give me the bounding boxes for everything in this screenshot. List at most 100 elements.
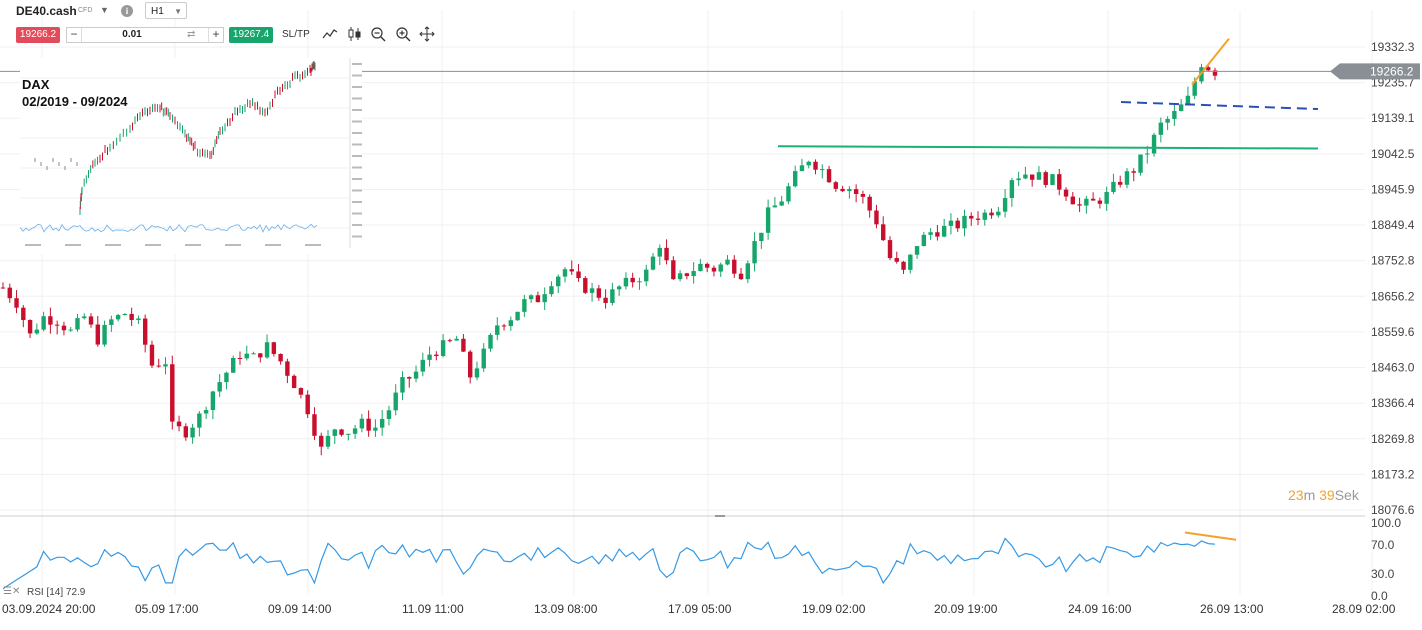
price-axis-label: 19042.5	[1371, 147, 1415, 161]
candle-body	[881, 224, 886, 241]
line-chart-tool-icon[interactable]	[322, 26, 338, 42]
candle-body	[41, 316, 46, 330]
inset-time-tick	[145, 244, 161, 246]
candle-body	[711, 267, 717, 272]
candle-body	[528, 295, 534, 300]
candle-body	[291, 375, 297, 389]
countdown-minutes-unit: m	[1303, 487, 1316, 503]
time-axis-label: 17.09 05:00	[668, 602, 732, 616]
candle-body	[562, 269, 568, 277]
inset-long-term-chart: DAX 02/2019 - 09/2024	[20, 58, 362, 254]
time-axis-label: 09.09 14:00	[268, 602, 332, 616]
symbol-dropdown-chevron-icon[interactable]: ▼	[100, 5, 109, 15]
buy-button[interactable]: 19267.4	[229, 27, 273, 43]
timeframe-select[interactable]: H1 ▼	[145, 2, 187, 19]
candle-body	[732, 259, 737, 274]
zoom-in-icon[interactable]	[395, 26, 411, 42]
rsi-indicator-label: RSI [14] 72.9	[27, 587, 86, 598]
indicator-settings-icon[interactable]: ☰✕	[3, 586, 21, 597]
candle-body	[203, 410, 209, 414]
info-icon[interactable]: i	[121, 5, 133, 17]
inset-title: DAX	[22, 77, 50, 92]
candle-body	[806, 161, 811, 166]
inset-time-tick	[185, 244, 201, 246]
rsi-axis-label: 30.0	[1371, 567, 1395, 581]
candle-body	[488, 334, 493, 349]
candle-body	[1185, 95, 1191, 105]
price-axis-label: 18656.2	[1371, 289, 1415, 303]
inset-axis-tick	[352, 120, 362, 123]
candle-body	[447, 340, 453, 342]
candle-body	[583, 278, 588, 293]
candle-body	[170, 364, 175, 422]
candle-body	[346, 433, 351, 435]
candle-body	[142, 318, 148, 345]
candle-body	[596, 288, 602, 298]
candle-body	[894, 258, 899, 262]
candle-body	[772, 205, 778, 208]
sell-button[interactable]: 19266.2	[16, 27, 60, 43]
time-axis-label: 20.09 19:00	[934, 602, 998, 616]
candle-body	[874, 210, 879, 225]
candle-body	[765, 207, 771, 233]
sl-tp-button[interactable]: SL/TP	[282, 29, 310, 40]
candle-body	[163, 364, 168, 367]
candle-body	[508, 320, 514, 327]
candle-body	[637, 281, 642, 283]
candle-body	[1118, 181, 1123, 185]
rsi-panel	[2, 531, 1237, 590]
quantity-stepper[interactable]: − 0.01 ⇄ +	[66, 27, 224, 43]
current-price-tag	[1330, 63, 1420, 80]
quantity-decrease-button[interactable]: −	[67, 28, 82, 42]
candle-body	[61, 325, 67, 331]
quantity-increase-button[interactable]: +	[208, 28, 223, 42]
candle-body	[427, 354, 432, 360]
candle-body	[738, 273, 744, 280]
candle-body	[7, 287, 12, 299]
zoom-out-icon[interactable]	[370, 26, 386, 42]
candle-body	[461, 338, 466, 352]
crosshair-move-icon[interactable]	[419, 26, 435, 42]
candle-body	[1131, 171, 1136, 173]
candle-body	[569, 269, 574, 272]
inset-background	[20, 58, 362, 254]
candle-body	[941, 225, 947, 237]
countdown-seconds-unit: Sek	[1334, 487, 1359, 503]
inset-axis-tick	[352, 109, 362, 111]
candle-body	[820, 169, 825, 171]
candle-body	[1165, 118, 1170, 123]
quantity-reset-icon[interactable]: ⇄	[187, 29, 196, 40]
candle-body	[1151, 134, 1157, 154]
inset-period: 02/2019 - 09/2024	[22, 94, 128, 109]
candle-body	[115, 315, 121, 320]
candle-body	[576, 271, 581, 279]
candle-body	[339, 429, 344, 435]
inset-chart-image	[20, 58, 362, 254]
candle-body	[887, 240, 893, 259]
candle-body	[1063, 189, 1069, 197]
candle-body	[996, 211, 1001, 216]
candle-body	[535, 295, 541, 303]
candle-body	[27, 320, 33, 334]
inset-axis-tick	[352, 86, 362, 88]
candle-body	[928, 232, 933, 235]
candle-body	[1090, 198, 1096, 201]
symbol-name[interactable]: DE40.cash	[16, 4, 77, 18]
inset-axis-tick	[352, 97, 362, 100]
candlestick-type-icon[interactable]	[347, 26, 363, 42]
inset-time-tick	[105, 244, 121, 246]
inset-axis-tick	[352, 201, 362, 203]
candle-body	[644, 269, 649, 282]
inset-axis-tick	[352, 189, 362, 192]
chart-grid	[0, 10, 1373, 595]
candle-body	[440, 340, 446, 356]
candle-body	[1023, 174, 1028, 179]
candle-body	[522, 299, 527, 312]
quantity-input[interactable]: 0.01	[122, 29, 142, 40]
rsi-line	[2, 537, 1216, 590]
time-axis-label: 19.09 02:00	[802, 602, 866, 616]
candle-body	[109, 319, 114, 325]
candle-body	[176, 421, 182, 427]
candle-body	[407, 377, 412, 379]
